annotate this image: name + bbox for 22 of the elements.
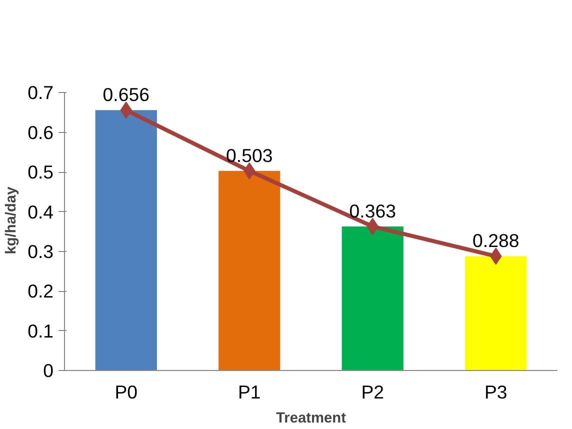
- bar: [95, 110, 157, 370]
- bar: [465, 256, 527, 370]
- data-label: 0.363: [349, 200, 396, 222]
- data-label: 0.288: [472, 230, 520, 252]
- bar: [342, 226, 404, 370]
- y-tick-label: 0.4: [28, 201, 54, 222]
- y-tick-label: 0.1: [28, 320, 54, 342]
- data-label: 0.503: [226, 144, 273, 166]
- data-label: 0.656: [102, 84, 150, 106]
- x-tick-label: P1: [238, 382, 261, 402]
- y-tick-label: 0.3: [28, 240, 54, 262]
- bar: [218, 170, 280, 370]
- x-axis-title: Treatment: [276, 410, 346, 426]
- y-tick-label: 0: [43, 360, 54, 381]
- y-tick-label: 0.7: [28, 82, 54, 104]
- x-tick-label: P3: [484, 382, 508, 402]
- y-axis-title: kg/ha/day: [4, 186, 20, 254]
- x-tick-label: P2: [361, 382, 384, 402]
- y-tick-label: 0.6: [28, 122, 54, 143]
- x-tick-label: P0: [114, 382, 138, 402]
- y-tick-label: 0.5: [28, 162, 54, 183]
- y-tick-label: 0.2: [28, 280, 54, 302]
